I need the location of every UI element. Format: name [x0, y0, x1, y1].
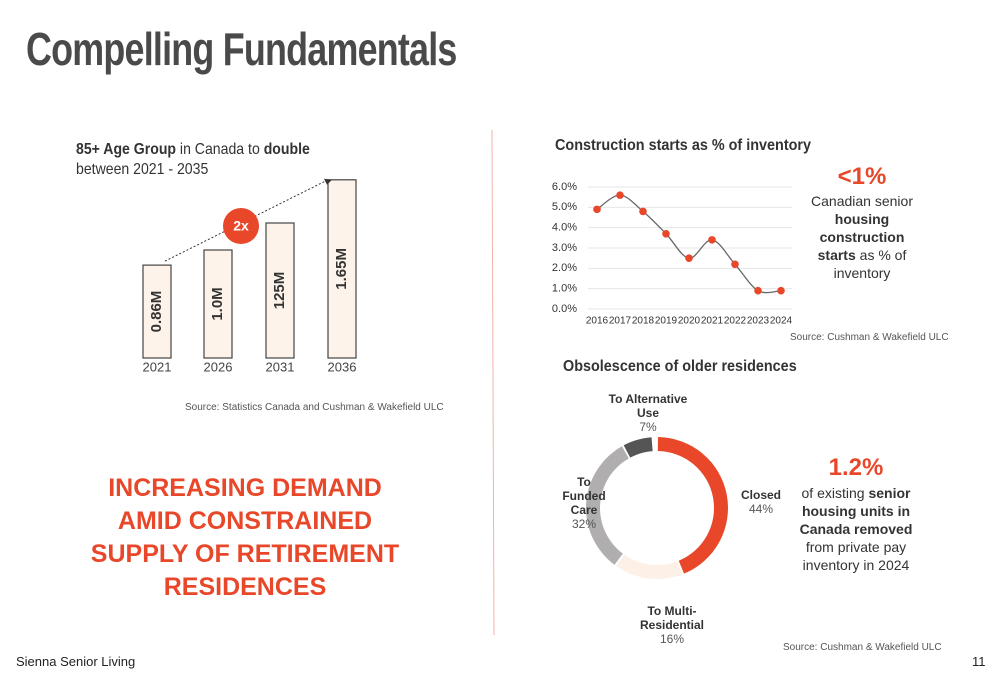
title-part: 85+ Age Group: [76, 141, 177, 158]
callout-part: of existing: [801, 485, 865, 501]
bar-chart-title: 85+ Age Group in Canada to double between…: [76, 140, 310, 180]
divider: [491, 129, 495, 636]
bar: [203, 249, 233, 359]
value-label: 7%: [639, 420, 657, 434]
donut-chart-title: Obsolescence of older residences: [563, 358, 797, 375]
annotation: 2x: [233, 218, 249, 234]
headline-line: RESIDENCES: [163, 573, 327, 601]
value-label: 0.86M: [148, 291, 165, 333]
x-tick-label: 2019: [655, 316, 678, 327]
x-tick-label: 2016: [586, 316, 609, 327]
category-label: To Multi-Residential: [639, 604, 705, 632]
point: [593, 205, 601, 214]
value-label: 1.0M: [209, 287, 226, 320]
point: [777, 286, 785, 295]
y-tick-label: 5.0%: [552, 201, 577, 213]
callout-part: senior: [874, 193, 913, 209]
callout: 1.2% of existing senior housing units in …: [796, 452, 916, 574]
page-number: 11: [972, 654, 986, 669]
point: [685, 254, 693, 262]
value-label: 16%: [659, 632, 685, 646]
headline-line: SUPPLY OF RETIREMENT: [90, 540, 400, 568]
donut-segment: [586, 446, 629, 565]
headline-line: AMID CONSTRAINED: [117, 507, 373, 535]
arrow-head: [324, 178, 332, 185]
title-part: in Canada to: [179, 141, 260, 158]
x-tick-label: 2017: [609, 316, 632, 327]
headline-line: INCREASING DEMAND: [108, 474, 382, 502]
y-tick-label: 1.0%: [552, 283, 577, 295]
x-tick-label: 2031: [266, 359, 295, 374]
category-label: Closed: [740, 488, 781, 502]
y-tick-label: 0.0%: [552, 303, 577, 315]
title-part: between 2021 - 2035: [76, 161, 209, 178]
x-tick-label: 2036: [328, 359, 357, 374]
value-label: 44%: [748, 502, 774, 516]
point: [662, 229, 670, 238]
x-tick-label: 2021: [143, 359, 172, 374]
headline: INCREASING DEMAND AMID CONSTRAINED SUPPLY …: [60, 472, 430, 604]
bar: [327, 179, 357, 359]
x-tick-label: 2022: [724, 316, 747, 327]
y-tick-label: 4.0%: [552, 222, 577, 234]
x-tick-label: 2021: [701, 316, 724, 327]
category-label: To Alternative Use: [608, 392, 688, 420]
point: [639, 207, 647, 216]
callout-part: as % of inventory: [833, 247, 907, 281]
segment-label: To Multi-Residential 16%: [632, 604, 712, 646]
point: [616, 191, 624, 199]
callout-part: from private pay inventory in 2024: [802, 539, 910, 573]
point: [731, 260, 739, 269]
segment-label: To Funded Care 32%: [554, 475, 614, 531]
source: Source: Statistics Canada and Cushman & …: [185, 402, 444, 413]
footer-company: Sienna Senior Living: [16, 654, 136, 669]
segment-label: To Alternative Use 7%: [598, 392, 698, 434]
y-tick-label: 6.0%: [552, 181, 577, 193]
title-part: double: [263, 141, 310, 158]
point: [754, 286, 762, 295]
callout-value: 1.2%: [828, 454, 884, 481]
line: [596, 194, 782, 294]
bar: [142, 264, 172, 359]
y-tick-label: 3.0%: [552, 242, 577, 254]
callout-part: housing construction starts: [817, 211, 905, 263]
x-tick-label: 2024: [770, 316, 793, 327]
point: [708, 236, 716, 244]
source: Source: Cushman & Wakefield ULC: [783, 642, 942, 653]
slide-title: Compelling Fundamentals: [26, 23, 457, 75]
callout-part: Canadian: [811, 193, 871, 209]
value-label: 32%: [571, 517, 597, 531]
x-tick-label: 2026: [204, 359, 233, 374]
line-chart-title: Construction starts as % of inventory: [555, 137, 812, 154]
callout-value: <1%: [837, 163, 887, 190]
donut-segment: [657, 437, 728, 574]
value-label: 125M: [271, 272, 288, 310]
x-tick-label: 2018: [632, 316, 655, 327]
callout: <1% Canadian senior housing construction …: [802, 162, 922, 282]
annotation-badge: [223, 208, 259, 244]
donut-segment: [616, 554, 683, 579]
category-label: To Funded Care: [562, 475, 606, 517]
source: Source: Cushman & Wakefield ULC: [790, 332, 949, 343]
x-tick-label: 2023: [747, 316, 770, 327]
value-label: 1.65M: [333, 248, 350, 290]
x-tick-label: 2020: [678, 316, 701, 327]
segment-label: Closed 44%: [731, 488, 791, 516]
donut-segment: [623, 437, 653, 458]
callout-part: senior housing units in Canada removed: [799, 485, 913, 537]
bar: [265, 222, 295, 359]
y-tick-label: 2.0%: [552, 262, 577, 274]
